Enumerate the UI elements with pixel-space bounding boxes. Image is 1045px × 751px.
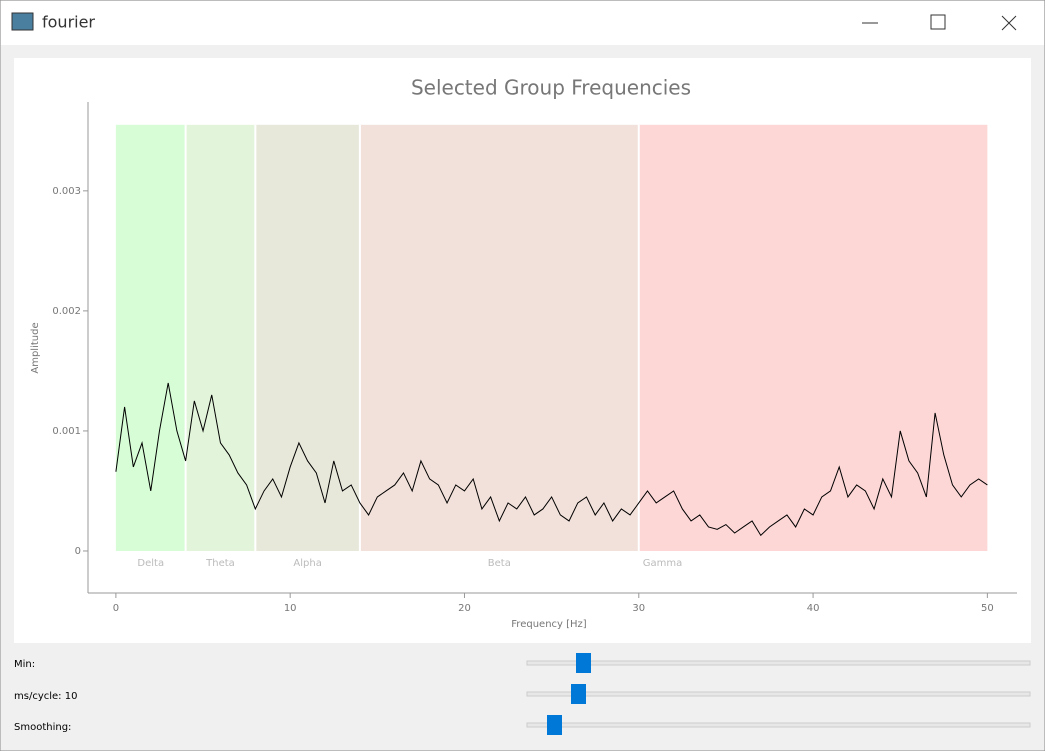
y-tick-label: 0 <box>75 546 81 557</box>
x-tick-label: 40 <box>807 603 820 614</box>
control-label: ms/cycle: 10 <box>14 691 77 702</box>
window-title: fourier <box>42 13 95 32</box>
y-tick-label: 0.002 <box>52 306 81 317</box>
slider-handle[interactable] <box>576 653 591 673</box>
y-axis-label: Amplitude <box>30 322 41 373</box>
band <box>638 124 988 551</box>
title-bar <box>1 1 1044 45</box>
x-tick-label: 0 <box>113 603 119 614</box>
data-line <box>115 382 988 537</box>
slider-track[interactable] <box>526 691 1031 697</box>
band <box>255 124 360 551</box>
band <box>185 124 256 551</box>
slider-track[interactable] <box>526 722 1031 728</box>
y-tick-label: 0.003 <box>52 186 81 197</box>
close-button[interactable] <box>1001 15 1017 31</box>
y-tick-label: 0.001 <box>52 426 81 437</box>
slider-track[interactable] <box>526 660 1031 666</box>
band-label: Gamma <box>643 558 683 569</box>
slider-handle[interactable] <box>547 715 562 735</box>
band <box>115 124 186 551</box>
x-tick-label: 10 <box>284 603 297 614</box>
chart-title: Selected Group Frequencies <box>411 76 691 100</box>
maximize-button[interactable] <box>930 14 946 30</box>
band-label: Theta <box>205 558 235 569</box>
control-label: Min: <box>14 659 35 670</box>
band <box>359 124 639 551</box>
control-label: Smoothing: <box>14 722 71 733</box>
x-tick-label: 20 <box>458 603 471 614</box>
controls: Min: ms/cycle: 10 Smoothing: <box>14 653 1031 735</box>
band-label: Beta <box>488 558 511 569</box>
x-tick-label: 30 <box>632 603 645 614</box>
x-axis-label: Frequency [Hz] <box>511 619 587 630</box>
band-label: Delta <box>137 558 164 569</box>
app-icon <box>11 12 34 31</box>
x-tick-label: 50 <box>981 603 994 614</box>
band-label: Alpha <box>293 558 321 569</box>
slider-handle[interactable] <box>571 684 586 704</box>
